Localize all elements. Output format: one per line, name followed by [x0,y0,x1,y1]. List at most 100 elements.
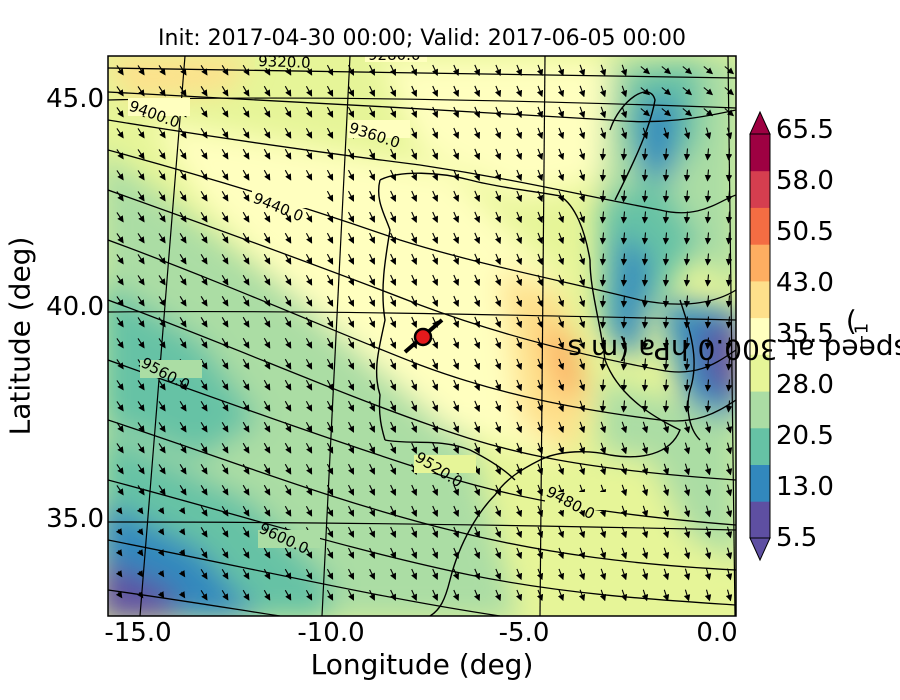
wind-arrow [284,211,292,223]
wind-arrow [326,505,334,517]
wind-arrow [326,127,334,139]
wind-arrow [263,232,271,244]
wind-arrow [116,296,124,307]
wind-arrow [557,295,565,308]
wind-arrow [263,442,271,454]
wind-arrow [305,253,313,265]
colorbar-label: Horizontal wind speed at 300.0 hPa (m s−… [568,306,900,366]
wind-arrow [725,589,733,602]
wind-arrow [452,169,460,182]
wind-arrow [263,589,271,601]
wind-arrow [432,421,438,433]
wind-arrow [242,169,250,181]
wind-arrow [369,358,375,370]
wind-arrow [137,65,145,76]
wind-arrow [515,232,523,245]
wind-arrow [284,253,292,265]
wind-arrow [620,85,628,98]
wind-arrow [578,295,586,308]
wind-arrow [390,400,396,412]
wind-arrow [411,505,417,517]
wind-arrow [599,463,607,476]
wind-arrow [599,379,607,392]
plot-frame [107,55,737,617]
wind-arrow [599,64,607,77]
wind-arrow [725,169,733,182]
colorbar [749,110,771,562]
wind-arrow [369,505,375,517]
wind-arrow [137,170,145,181]
wind-arrow [557,379,565,392]
wind-arrow [452,442,460,455]
cb-tick-58.0: 58.0 [776,166,834,196]
wind-arrow [116,317,124,328]
wind-arrow [158,212,166,223]
wind-arrow [305,169,313,181]
wind-arrow [369,85,375,97]
wind-arrow [641,400,649,413]
wind-arrow [452,211,460,224]
wind-arrow [158,275,166,286]
wind-arrow [683,484,691,497]
wind-arrow [578,253,586,266]
wind-arrow [599,274,607,287]
wind-arrow [116,359,124,370]
wind-arrow [390,169,396,181]
wind-arrow [200,317,208,328]
wind-arrow [704,190,712,203]
wind-arrow [683,127,691,140]
wind-arrow [599,589,607,602]
wind-arrow [432,274,438,286]
wind-arrow [557,316,565,329]
wind-arrow [115,570,123,578]
wind-arrow [221,149,229,160]
wind-arrow [200,590,208,601]
wind-arrow [620,232,628,245]
wind-arrow [242,400,250,412]
wind-arrow [326,400,334,412]
wind-arrow [641,442,649,455]
wind-arrow [432,211,438,223]
wind-arrow [158,233,166,244]
wind-arrow [494,106,502,119]
wind-arrow [179,296,187,307]
wind-arrow [326,169,334,181]
wind-arrow [473,253,481,266]
wind-arrow [536,547,544,560]
wind-arrow [116,485,124,496]
wind-arrow [390,421,396,433]
wind-arrow [704,589,712,602]
wind-arrow [683,568,691,581]
wind-arrow [452,106,460,119]
wind-arrow [536,379,544,392]
wind-arrow [494,295,502,308]
wind-arrow [683,295,691,308]
wind-arrow [305,295,313,307]
wind-arrow [725,505,733,518]
wind-arrow [284,316,292,328]
wind-arrow [494,274,502,287]
wind-arrow [136,591,144,599]
wind-arrow [515,274,523,287]
x-tick-minus15: -15.0 [104,618,172,648]
wind-arrow [536,337,544,350]
wind-arrow [557,400,565,413]
wind-arrow [116,191,124,202]
wind-arrow [704,148,712,161]
wind-arrow [179,338,187,349]
wind-arrow [515,337,523,350]
wind-arrow [662,589,670,602]
wind-arrow [263,568,271,580]
wind-arrow [348,106,354,118]
wind-arrow [515,85,523,98]
wind-arrow [725,568,733,581]
wind-arrow [116,401,124,412]
wind-arrow [494,211,502,224]
wind-arrow [348,253,354,265]
wind-arrow [263,379,271,391]
wind-arrow [178,549,186,557]
wind-arrow [284,337,292,349]
wind-arrow [116,464,124,475]
wind-arrow [641,127,649,140]
wind-arrow [620,505,628,518]
